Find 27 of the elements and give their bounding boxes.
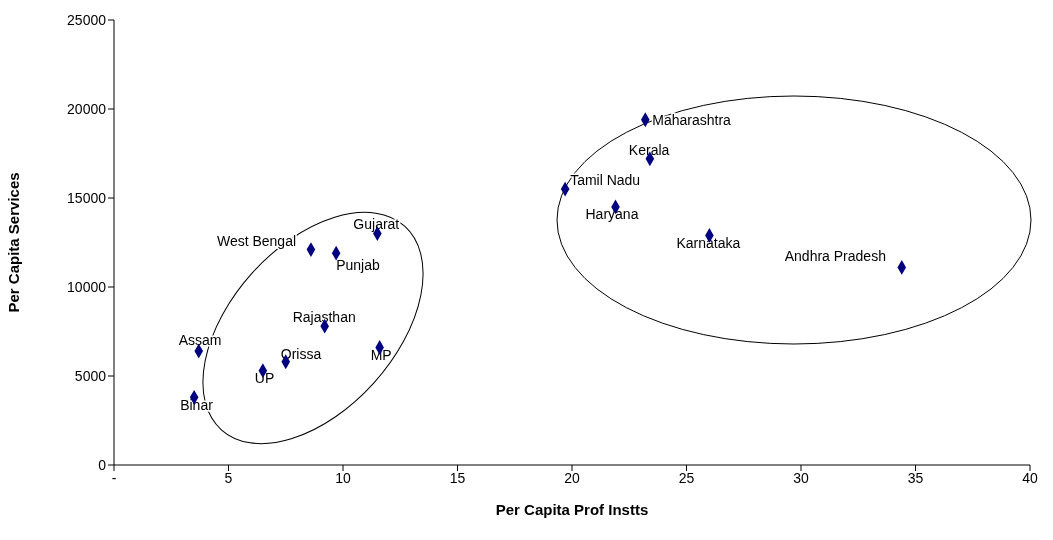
x-tick-label: 25 xyxy=(678,469,695,486)
y-tick-label: 5000 xyxy=(74,367,107,384)
x-tick-label: 40 xyxy=(1022,469,1038,486)
annotation: Gujarat xyxy=(353,215,400,232)
x-axis-title: Per Capita Prof Instts xyxy=(495,501,649,518)
annotation: Karnataka xyxy=(676,235,741,252)
annotation: Rajasthan xyxy=(292,309,356,326)
y-axis-title: Per Capita Services xyxy=(5,172,23,313)
annotation: Tamil Nadu xyxy=(570,172,641,189)
annotation: Haryana xyxy=(585,205,639,222)
y-tick-label: 0 xyxy=(98,456,107,473)
x-tick-label: 20 xyxy=(564,469,580,486)
annotation: Punjab xyxy=(336,257,380,274)
annotation: Orissa xyxy=(280,345,322,362)
x-tick-label: 35 xyxy=(907,469,924,486)
y-tick-label: 25000 xyxy=(67,11,107,28)
x-tick-label: 30 xyxy=(793,469,809,486)
x-tick-label: - xyxy=(111,469,117,486)
y-tick-label: 15000 xyxy=(67,189,107,206)
annotation: Maharashtra xyxy=(652,111,732,128)
y-tick-label: 20000 xyxy=(67,100,107,117)
annotation: Andhra Pradesh xyxy=(784,248,886,265)
annotation: Kerala xyxy=(628,141,670,158)
x-tick-label: 10 xyxy=(335,469,351,486)
y-tick-label: 10000 xyxy=(67,278,107,295)
x-tick-label: 5 xyxy=(224,469,233,486)
x-tick-label: 15 xyxy=(449,469,466,486)
